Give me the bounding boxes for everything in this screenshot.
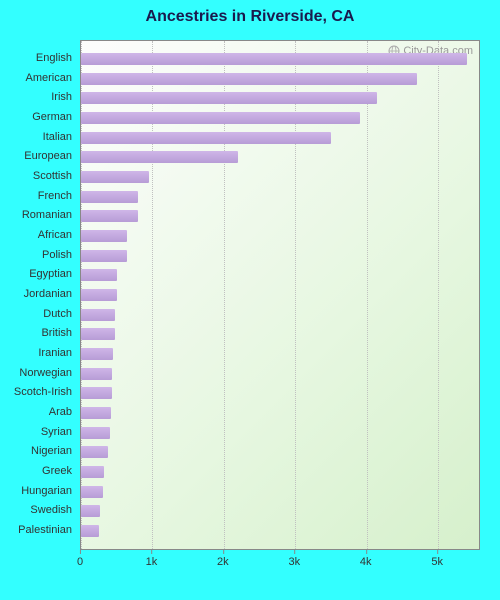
y-axis-label: Syrian (0, 425, 76, 439)
bar (81, 230, 127, 242)
chart-title: Ancestries in Riverside, CA (0, 0, 500, 32)
bar (81, 112, 360, 124)
bar-row (81, 524, 479, 538)
y-axis-label: English (0, 51, 76, 65)
y-axis-label: American (0, 71, 76, 85)
y-axis-label: Arab (0, 405, 76, 419)
y-axis-label: German (0, 110, 76, 124)
bar (81, 446, 108, 458)
bar (81, 466, 104, 478)
x-axis-tick: 1k (146, 556, 158, 568)
bar-row (81, 209, 479, 223)
y-axis-labels: English American Irish German Italian Europea… (0, 48, 76, 540)
y-axis-label: European (0, 149, 76, 163)
bar (81, 486, 103, 498)
x-axis-tick: 5k (431, 556, 443, 568)
y-axis-label: Dutch (0, 307, 76, 321)
bar (81, 368, 112, 380)
bar-row (81, 327, 479, 341)
bar-series (81, 49, 479, 541)
y-axis-label: African (0, 228, 76, 242)
x-axis: 0 1k 2k 3k 4k 5k (80, 552, 480, 572)
bar-row (81, 485, 479, 499)
x-axis-tick: 4k (360, 556, 372, 568)
y-axis-label: Palestinian (0, 523, 76, 537)
y-axis-label: Scotch-Irish (0, 385, 76, 399)
y-axis-label: Romanian (0, 208, 76, 222)
y-axis-label: Scottish (0, 169, 76, 183)
bar (81, 151, 238, 163)
bar-row (81, 170, 479, 184)
bar (81, 269, 117, 281)
bar (81, 505, 100, 517)
bar-row (81, 445, 479, 459)
x-axis-tick: 3k (288, 556, 300, 568)
bar (81, 427, 110, 439)
bar (81, 289, 117, 301)
bar-row (81, 288, 479, 302)
bar-row (81, 131, 479, 145)
y-axis-label: French (0, 189, 76, 203)
bar (81, 210, 138, 222)
bar-row (81, 150, 479, 164)
bar (81, 328, 115, 340)
bar (81, 348, 113, 360)
bar (81, 387, 112, 399)
y-axis-label: Iranian (0, 346, 76, 360)
y-axis-label: Italian (0, 130, 76, 144)
bar-row (81, 386, 479, 400)
bar (81, 525, 99, 537)
y-axis-label: Hungarian (0, 484, 76, 498)
x-axis-tick: 2k (217, 556, 229, 568)
bar-row (81, 111, 479, 125)
y-axis-label: Norwegian (0, 366, 76, 380)
x-axis-tick: 0 (77, 556, 83, 568)
y-axis-label: Jordanian (0, 287, 76, 301)
bar-row (81, 52, 479, 66)
bar-row (81, 72, 479, 86)
bar-row (81, 426, 479, 440)
bar (81, 53, 467, 65)
bar-row (81, 465, 479, 479)
bar (81, 407, 111, 419)
y-axis-label: Egyptian (0, 267, 76, 281)
y-axis-label: Nigerian (0, 444, 76, 458)
bar-row (81, 249, 479, 263)
y-axis-label: Swedish (0, 503, 76, 517)
bar (81, 250, 127, 262)
bar (81, 191, 138, 203)
bar-row (81, 91, 479, 105)
bar (81, 73, 417, 85)
bar (81, 171, 149, 183)
chart-plot-area: City-Data.com (80, 40, 480, 550)
bar-row (81, 268, 479, 282)
bar (81, 132, 331, 144)
y-axis-label: Irish (0, 90, 76, 104)
bar-row (81, 504, 479, 518)
y-axis-label: Polish (0, 248, 76, 262)
bar-row (81, 308, 479, 322)
bar-row (81, 406, 479, 420)
bar (81, 92, 377, 104)
bar-row (81, 190, 479, 204)
bar-row (81, 229, 479, 243)
bar-row (81, 367, 479, 381)
y-axis-label: British (0, 326, 76, 340)
bar-row (81, 347, 479, 361)
y-axis-label: Greek (0, 464, 76, 478)
bar (81, 309, 115, 321)
